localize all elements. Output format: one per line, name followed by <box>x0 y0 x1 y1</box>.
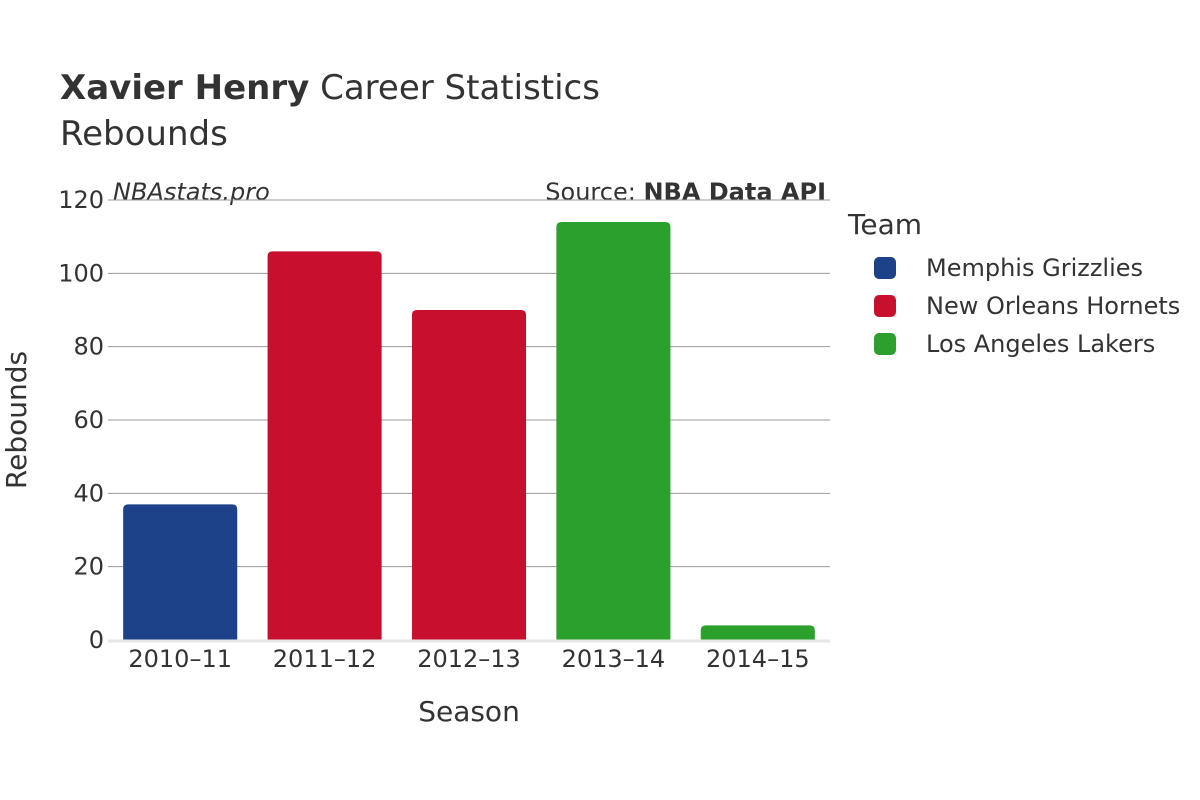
title-rest: Career Statistics <box>320 68 600 108</box>
chart-subtitle: Rebounds <box>60 114 228 154</box>
player-name: Xavier Henry <box>60 68 310 108</box>
legend-swatch <box>874 295 896 317</box>
bar-2013–14: Los Angeles Lakers: 114 <box>556 222 671 640</box>
legend-item-new-orleans-hornets[interactable]: New Orleans Hornets <box>848 287 1180 325</box>
y-tick-label: 60 <box>73 406 104 434</box>
x-tick-label: 2011–12 <box>273 645 377 673</box>
source-prefix: Source: <box>545 178 644 206</box>
y-tick-label: 100 <box>58 259 104 287</box>
x-tick-label: 2010–11 <box>128 645 232 673</box>
bar-2014–15: Los Angeles Lakers: 4 <box>700 625 815 640</box>
x-tick-label: 2014–15 <box>706 645 810 673</box>
y-axis-title: Rebounds <box>0 351 33 489</box>
legend-label: New Orleans Hornets <box>926 292 1181 320</box>
legend: Team Memphis Grizzlies New Orleans Horne… <box>848 208 1180 363</box>
y-tick-label: 80 <box>73 333 104 361</box>
bar-2011–12: New Orleans Hornets: 106 <box>267 251 382 641</box>
legend-title: Team <box>848 208 923 241</box>
legend-swatch <box>874 333 896 355</box>
y-tick-label: 0 <box>89 626 104 654</box>
bar-2012–13: New Orleans Hornets: 90 <box>411 310 527 640</box>
legend-swatch <box>874 257 896 279</box>
watermark: NBAstats.pro <box>113 178 270 206</box>
legend-label: Memphis Grizzlies <box>926 254 1144 282</box>
y-tick-label: 120 <box>58 186 104 214</box>
legend-item-memphis-grizzlies[interactable]: Memphis Grizzlies <box>848 249 1180 287</box>
source-credit: Source: NBA Data API <box>545 178 826 206</box>
x-axis-title: Season <box>418 695 520 728</box>
y-tick-label: 40 <box>73 479 104 507</box>
legend-label: Los Angeles Lakers <box>926 330 1156 358</box>
legend-item-los-angeles-lakers[interactable]: Los Angeles Lakers <box>848 325 1180 363</box>
bar-2010–11: Memphis Grizzlies: 37 <box>123 504 238 640</box>
source-name: NBA Data API <box>643 178 826 206</box>
x-tick-label: 2012–13 <box>417 645 521 673</box>
axes: 0 20 40 60 80 100 120 2010–11 2011–12 2012–13 2013… <box>0 186 830 728</box>
y-tick-label: 20 <box>73 553 104 581</box>
chart-title: Xavier Henry Career Statistics <box>60 66 600 110</box>
bars: Memphis Grizzlies: 37 New Orleans Hornets… <box>123 222 815 641</box>
x-tick-label: 2013–14 <box>562 645 666 673</box>
